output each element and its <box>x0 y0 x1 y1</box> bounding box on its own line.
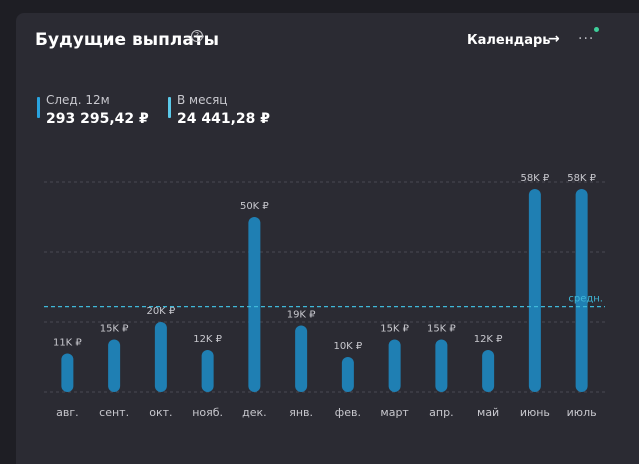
x-axis-label: май <box>477 406 499 419</box>
x-axis-label: фев. <box>335 406 361 419</box>
more-options-icon[interactable]: ··· <box>578 31 595 47</box>
stat-marker <box>37 97 40 118</box>
x-axis-label: июнь <box>520 406 550 419</box>
arrow-right-icon[interactable]: → <box>548 31 560 47</box>
chart-bar[interactable] <box>108 339 121 393</box>
card-title: Будущие выплаты <box>35 30 220 50</box>
stat-label: В месяц <box>177 93 228 107</box>
notification-dot <box>594 27 599 32</box>
chart-bar[interactable] <box>154 322 167 392</box>
chart-bar[interactable] <box>248 217 261 392</box>
x-axis-label: авг. <box>56 406 79 419</box>
bar-value-label: 58K ₽ <box>520 173 549 184</box>
bar-value-label: 12K ₽ <box>193 334 222 345</box>
chart-bar[interactable] <box>435 339 448 393</box>
bar-value-label: 12K ₽ <box>474 334 503 345</box>
chart-bar[interactable] <box>201 350 214 392</box>
chart-bar[interactable] <box>61 353 74 393</box>
stat-label: След. 12м <box>46 93 110 107</box>
x-axis-label: март <box>380 406 409 419</box>
bar-value-label: 15K ₽ <box>100 324 129 335</box>
x-axis-label: апр. <box>429 406 453 419</box>
chart-bar[interactable] <box>482 350 495 392</box>
bar-value-label: 11K ₽ <box>53 338 82 349</box>
calendar-link[interactable]: Календарь <box>467 33 551 48</box>
average-label: средн. <box>568 294 603 305</box>
bar-value-label: 50K ₽ <box>240 201 269 212</box>
bar-value-label: 15K ₽ <box>427 324 456 335</box>
chart-bar[interactable] <box>341 357 354 392</box>
x-axis-label: янв. <box>289 406 313 419</box>
x-axis-label: дек. <box>242 406 267 419</box>
chart-bar[interactable] <box>528 189 541 392</box>
x-axis-label: нояб. <box>192 406 223 419</box>
bar-value-label: 58K ₽ <box>567 173 596 184</box>
bar-value-label: 10K ₽ <box>333 341 362 352</box>
x-axis-label: сент. <box>99 406 129 419</box>
chart-bar[interactable] <box>388 339 401 393</box>
chart-bar[interactable] <box>575 189 588 392</box>
chart-bar[interactable] <box>295 325 308 393</box>
stat-value: 24 441,28 ₽ <box>177 111 270 127</box>
x-axis-label: окт. <box>149 406 172 419</box>
bar-value-label: 15K ₽ <box>380 324 409 335</box>
stat-marker <box>168 97 171 118</box>
x-axis-label: июль <box>567 406 597 419</box>
bar-value-label: 19K ₽ <box>287 310 316 321</box>
stat-value: 293 295,42 ₽ <box>46 111 149 127</box>
bar-value-label: 20K ₽ <box>146 306 175 317</box>
question-circle-icon[interactable]: ? <box>191 30 203 42</box>
